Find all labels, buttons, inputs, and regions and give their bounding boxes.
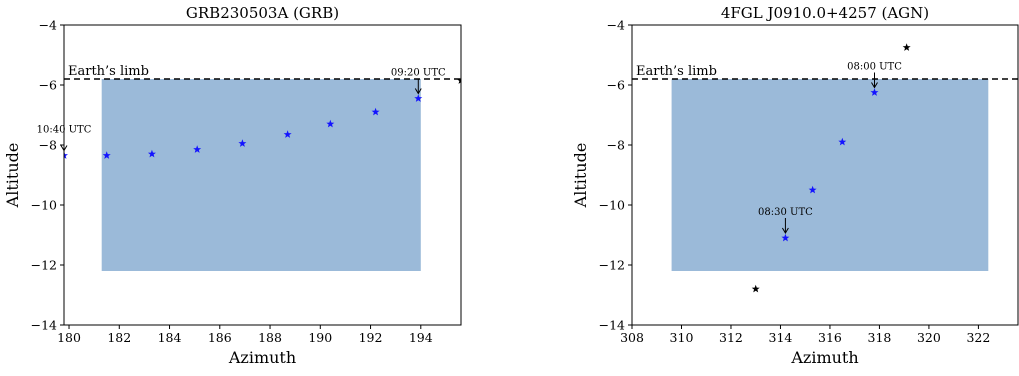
annotation-arrow-head <box>781 227 789 234</box>
x-tick-label: 180 <box>57 330 81 345</box>
data-point-star <box>147 149 156 158</box>
data-point-star <box>64 151 68 159</box>
x-tick-label: 318 <box>868 330 892 345</box>
time-annotation: 08:00 UTC <box>847 62 902 89</box>
series-2 <box>457 76 461 84</box>
x-tick-label: 314 <box>769 330 793 345</box>
x-tick-label: 192 <box>359 330 383 345</box>
x-tick-label: 182 <box>107 330 131 345</box>
plot-frame <box>631 24 1019 326</box>
chart-title: GRB230503A (GRB) <box>186 4 339 22</box>
y-tick-label: −8 <box>607 138 625 153</box>
x-tick-label: 188 <box>258 330 282 345</box>
y-tick-label: −6 <box>607 78 625 93</box>
x-axis-label: Azimuth <box>790 348 858 367</box>
time-annotation: 08:30 UTC <box>758 207 813 234</box>
data-point-star <box>238 139 247 147</box>
x-tick-label: 320 <box>917 330 941 345</box>
y-tick-label: −12 <box>599 258 625 273</box>
chart-panel-2: 4FGL J0910.0+4257 (AGN) Earth’s limb 08:00… <box>571 4 1019 367</box>
series-1 <box>781 88 879 242</box>
x-tick-label: 308 <box>620 330 644 345</box>
data-point-star <box>751 284 760 293</box>
data-point-star <box>457 76 461 84</box>
data-point-star <box>808 185 817 194</box>
earth-limb-label: Earth’s limb <box>636 64 717 79</box>
data-point-star <box>838 137 847 146</box>
series-1 <box>64 94 423 159</box>
data-point-star <box>102 151 111 159</box>
x-tick-label: 186 <box>208 330 232 345</box>
annotation-label: 08:00 UTC <box>847 62 902 73</box>
y-tick-label: −4 <box>607 18 625 33</box>
x-tick-label: 322 <box>966 330 990 345</box>
x-tick-label: 184 <box>158 330 182 345</box>
annotation-label: 08:30 UTC <box>758 207 813 218</box>
annotation-arrow-head <box>871 82 878 89</box>
y-tick-label: −10 <box>599 198 625 213</box>
annotation-arrow-head <box>414 88 422 95</box>
y-tick-label: −14 <box>599 318 625 333</box>
y-tick-label: −12 <box>31 258 57 273</box>
visibility-region <box>671 79 989 271</box>
series-2 <box>751 43 911 293</box>
y-tick-label: −8 <box>39 138 57 153</box>
x-axis-label: Azimuth <box>228 348 296 367</box>
earth-limb-label: Earth’s limb <box>68 64 149 79</box>
y-tick-label: −4 <box>39 18 57 33</box>
data-point-star <box>414 94 423 102</box>
data-point-star <box>781 233 790 242</box>
data-point-star <box>193 145 202 153</box>
x-tick-label: 194 <box>409 330 433 345</box>
data-point-star <box>283 130 292 138</box>
annotation-label: 09:20 UTC <box>391 68 446 79</box>
y-axis-label: Altitude <box>571 143 590 209</box>
x-tick-label: 316 <box>818 330 842 345</box>
data-point-star <box>371 107 380 116</box>
plot-frame <box>63 24 462 326</box>
y-tick-label: −10 <box>31 198 57 213</box>
time-annotation: 09:20 UTC <box>391 68 446 95</box>
data-point-star <box>870 88 879 96</box>
y-axis-label: Altitude <box>3 143 22 209</box>
x-tick-label: 310 <box>670 330 694 345</box>
chart-title: 4FGL J0910.0+4257 (AGN) <box>721 4 929 22</box>
y-tick-label: −6 <box>39 78 57 93</box>
data-point-star <box>326 119 335 128</box>
y-tick-label: −14 <box>31 318 57 333</box>
visibility-region <box>101 79 421 271</box>
x-tick-label: 312 <box>719 330 743 345</box>
x-tick-label: 190 <box>308 330 332 345</box>
data-point-star <box>902 43 911 51</box>
